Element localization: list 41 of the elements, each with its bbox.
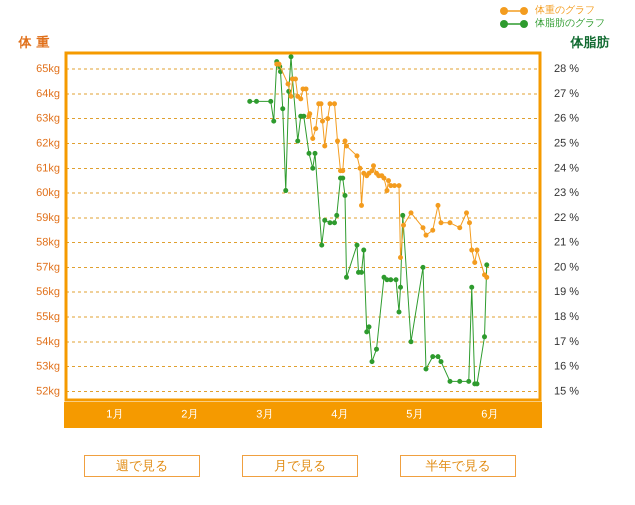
- y-tick-label: 61kg: [36, 162, 60, 174]
- y2-tick-label: 27 %: [554, 88, 580, 100]
- y-tick-label: 63kg: [36, 112, 60, 125]
- y2-tick-label: 20 %: [554, 261, 580, 274]
- y2-tick-label: 21 %: [554, 236, 580, 249]
- text: 週で見る: [84, 455, 200, 477]
- y-tick-label: 57kg: [36, 261, 60, 274]
- y2-tick-label: 18 %: [554, 311, 580, 323]
- y2-tick-label: 26 %: [554, 112, 580, 125]
- y2-tick-label: 28 %: [554, 63, 580, 76]
- x-tick-label: 1月: [106, 408, 124, 421]
- y2-tick-label: 19 %: [554, 286, 580, 298]
- y-tick-label: 53kg: [36, 360, 60, 373]
- text: 半年で見る: [400, 455, 516, 477]
- y2-tick-label: 25 %: [554, 138, 580, 150]
- x-tick-label: 6月: [481, 408, 498, 421]
- x-tick-label: 2月: [181, 408, 198, 421]
- y-tick-label: 54kg: [36, 336, 60, 348]
- y-tick-label: 55kg: [36, 311, 60, 323]
- y2-tick-label: 16 %: [554, 360, 580, 373]
- x-tick-label: 5月: [406, 408, 424, 421]
- x-tick-label: 3月: [256, 408, 274, 421]
- y-tick-label: 58kg: [36, 236, 60, 249]
- y-tick-label: 60kg: [36, 187, 60, 200]
- y-tick-label: 59kg: [36, 212, 60, 224]
- x-tick-label: 4月: [331, 408, 348, 421]
- legend-label: 体重のグラフ: [535, 4, 595, 17]
- y2-tick-label: 24 %: [554, 162, 580, 174]
- y2-axis-title: 体脂肪: [570, 34, 610, 50]
- y-axis-title: 体 重: [18, 34, 50, 50]
- y2-tick-label: 15 %: [554, 385, 580, 398]
- text: 月で見る: [242, 455, 358, 477]
- y-tick-label: 56kg: [36, 286, 60, 298]
- y-tick-label: 62kg: [36, 138, 60, 150]
- legend-label: 体脂肪のグラフ: [535, 17, 605, 30]
- y-tick-label: 52kg: [36, 385, 60, 398]
- y-tick-label: 64kg: [36, 88, 60, 100]
- y2-tick-label: 23 %: [554, 187, 580, 200]
- y2-tick-label: 17 %: [554, 336, 580, 348]
- y2-tick-label: 22 %: [554, 212, 580, 224]
- y-tick-label: 65kg: [36, 63, 60, 76]
